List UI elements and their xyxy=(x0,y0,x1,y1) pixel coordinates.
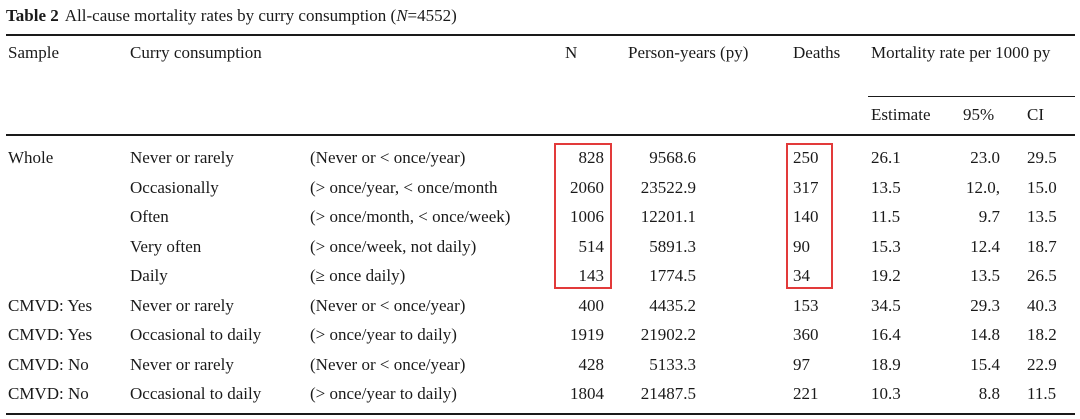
header-curry-consumption: Curry consumption xyxy=(130,43,262,62)
ci-lower-cell: 12.4 xyxy=(970,237,1000,256)
deaths-cell: 140 xyxy=(793,207,819,226)
header-bottom-rule xyxy=(6,134,1075,136)
frequency-cell: (> once/week, not daily) xyxy=(310,237,477,256)
curry-cell: Occasionally xyxy=(130,178,219,197)
curry-cell: Never or rarely xyxy=(130,148,234,167)
person-years-cell: 21487.5 xyxy=(640,384,696,403)
estimate-cell: 15.3 xyxy=(871,237,901,256)
table-label: Table 2 xyxy=(6,6,59,25)
sample-cell: CMVD: No xyxy=(8,384,89,403)
ci-lower-cell: 9.7 xyxy=(978,207,1000,226)
estimate-cell: 16.4 xyxy=(871,325,901,344)
person-years-cell: 5891.3 xyxy=(649,237,696,256)
estimate-cell: 18.9 xyxy=(871,355,901,374)
header-sample: Sample xyxy=(8,43,59,62)
frequency-cell: (> once/month, < once/week) xyxy=(310,207,511,226)
n-cell: 428 xyxy=(578,355,605,374)
table-caption: Table 2 All-cause mortality rates by curr… xyxy=(6,6,457,26)
frequency-cell: (> once/year to daily) xyxy=(310,384,457,403)
ci-lower-cell: 13.5 xyxy=(970,266,1000,285)
person-years-cell: 4435.2 xyxy=(649,296,696,315)
header-n: N xyxy=(565,43,578,62)
ci-upper-cell: 13.5 xyxy=(1027,207,1057,226)
header-deaths: Deaths xyxy=(793,43,841,62)
estimate-cell: 19.2 xyxy=(871,266,901,285)
curry-cell: Never or rarely xyxy=(130,355,234,374)
n-cell: 1006 xyxy=(570,207,604,226)
estimate-cell: 26.1 xyxy=(871,148,901,167)
ci-upper-cell: 18.2 xyxy=(1027,325,1057,344)
header-estimate: Estimate xyxy=(871,105,931,124)
n-cell: 514 xyxy=(578,237,605,256)
deaths-cell: 317 xyxy=(793,178,819,197)
ci-lower-cell: 23.0 xyxy=(970,148,1000,167)
curry-cell: Very often xyxy=(130,237,202,256)
header-person-years: Person-years (py) xyxy=(628,43,749,62)
ci-upper-cell: 29.5 xyxy=(1027,148,1057,167)
person-years-cell: 23522.9 xyxy=(640,178,696,197)
deaths-cell: 97 xyxy=(793,355,810,374)
deaths-cell: 221 xyxy=(793,384,819,403)
deaths-cell: 250 xyxy=(793,148,819,167)
curry-cell: Daily xyxy=(130,266,168,285)
ci-upper-cell: 40.3 xyxy=(1027,296,1057,315)
curry-cell: Often xyxy=(130,207,169,226)
frequency-cell: (> once/year, < once/month xyxy=(310,178,498,197)
estimate-cell: 13.5 xyxy=(871,178,901,197)
estimate-cell: 10.3 xyxy=(871,384,901,403)
sample-cell: CMVD: No xyxy=(8,355,89,374)
n-column-highlight-box xyxy=(554,143,612,289)
deaths-cell: 34 xyxy=(793,266,810,285)
person-years-cell: 12201.1 xyxy=(640,207,696,226)
ci-upper-cell: 18.7 xyxy=(1027,237,1057,256)
frequency-cell: (> once/year to daily) xyxy=(310,325,457,344)
deaths-cell: 360 xyxy=(793,325,819,344)
deaths-cell: 153 xyxy=(793,296,819,315)
sample-cell: CMVD: Yes xyxy=(8,325,93,344)
ci-upper-cell: 11.5 xyxy=(1027,384,1057,403)
header-ci: CI xyxy=(1027,105,1044,124)
table-title: All-cause mortality rates by curry consu… xyxy=(64,6,457,25)
deaths-cell: 90 xyxy=(793,237,810,256)
mortality-subheader-rule xyxy=(868,96,1075,97)
person-years-cell: 5133.3 xyxy=(649,355,696,374)
top-rule xyxy=(6,34,1075,36)
header-95-percent: 95% xyxy=(963,105,995,124)
frequency-cell: (Never or < once/year) xyxy=(310,355,466,374)
frequency-cell: (Never or < once/year) xyxy=(310,148,466,167)
curry-cell: Never or rarely xyxy=(130,296,234,315)
estimate-cell: 34.5 xyxy=(871,296,901,315)
n-cell: 1804 xyxy=(570,384,604,403)
ci-lower-cell: 12.0, xyxy=(966,178,1000,197)
n-cell: 143 xyxy=(578,266,605,285)
deaths-column-highlight-box xyxy=(786,143,833,289)
n-cell: 828 xyxy=(578,148,605,167)
n-cell: 1919 xyxy=(570,325,604,344)
n-cell: 2060 xyxy=(570,178,604,197)
ci-lower-cell: 14.8 xyxy=(970,325,1000,344)
bottom-rule xyxy=(6,413,1075,415)
person-years-cell: 1774.5 xyxy=(649,266,696,285)
sample-cell: CMVD: Yes xyxy=(8,296,93,315)
curry-cell: Occasional to daily xyxy=(130,384,262,403)
ci-upper-cell: 15.0 xyxy=(1027,178,1057,197)
n-cell: 400 xyxy=(578,296,605,315)
ci-lower-cell: 29.3 xyxy=(970,296,1000,315)
curry-cell: Occasional to daily xyxy=(130,325,262,344)
sample-cell: Whole xyxy=(8,148,54,167)
person-years-cell: 9568.6 xyxy=(649,148,696,167)
frequency-cell: (Never or < once/year) xyxy=(310,296,466,315)
frequency-cell: (≥ once daily) xyxy=(310,266,406,285)
ci-upper-cell: 26.5 xyxy=(1027,266,1057,285)
ci-lower-cell: 8.8 xyxy=(978,384,1000,403)
ci-lower-cell: 15.4 xyxy=(970,355,1000,374)
ci-upper-cell: 22.9 xyxy=(1027,355,1057,374)
estimate-cell: 11.5 xyxy=(871,207,901,226)
header-mortality-rate: Mortality rate per 1000 py xyxy=(871,43,1051,62)
person-years-cell: 21902.2 xyxy=(640,325,696,344)
